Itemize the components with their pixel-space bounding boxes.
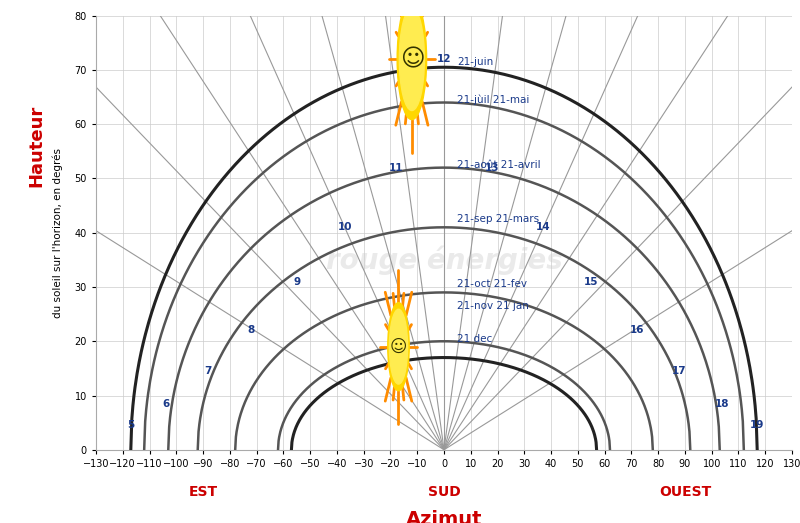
Text: 7: 7: [205, 366, 212, 376]
Text: rouge énergies: rouge énergies: [326, 245, 562, 275]
Text: 11: 11: [389, 163, 403, 173]
Text: 10: 10: [338, 222, 352, 232]
Text: 21-sep 21-mars: 21-sep 21-mars: [458, 214, 539, 224]
Text: 18: 18: [715, 399, 730, 408]
Text: 21-nov 21 jan: 21-nov 21 jan: [458, 301, 530, 311]
Text: 21-juin: 21-juin: [458, 57, 494, 67]
Text: OUEST: OUEST: [658, 484, 711, 498]
Text: 21-août 21-avril: 21-août 21-avril: [458, 160, 541, 170]
Text: 17: 17: [672, 366, 687, 376]
Text: 6: 6: [162, 399, 170, 408]
Text: 21-jùil 21-mai: 21-jùil 21-mai: [458, 95, 530, 105]
Text: 21-oct 21-fev: 21-oct 21-fev: [458, 279, 527, 289]
Text: 12: 12: [437, 54, 451, 64]
Text: SUD: SUD: [428, 484, 460, 498]
Ellipse shape: [388, 303, 409, 391]
Text: 5: 5: [127, 420, 134, 430]
Ellipse shape: [399, 8, 424, 110]
Text: du soleil sur l'horizon, en degrés: du soleil sur l'horizon, en degrés: [53, 147, 63, 318]
Text: Hauteur: Hauteur: [28, 105, 46, 187]
Text: ☺: ☺: [399, 47, 424, 71]
Text: ☺: ☺: [390, 338, 407, 356]
Text: 14: 14: [536, 222, 550, 232]
Text: 13: 13: [485, 163, 499, 173]
Text: 21 dec: 21 dec: [458, 334, 493, 344]
X-axis label: Azimut: Azimut: [406, 510, 482, 523]
Ellipse shape: [397, 0, 426, 120]
Text: 19: 19: [750, 420, 764, 430]
Text: 15: 15: [584, 277, 598, 287]
Text: 8: 8: [248, 325, 255, 335]
Ellipse shape: [390, 309, 407, 384]
Text: 9: 9: [294, 277, 300, 287]
Text: 16: 16: [630, 325, 644, 335]
Text: EST: EST: [189, 484, 218, 498]
